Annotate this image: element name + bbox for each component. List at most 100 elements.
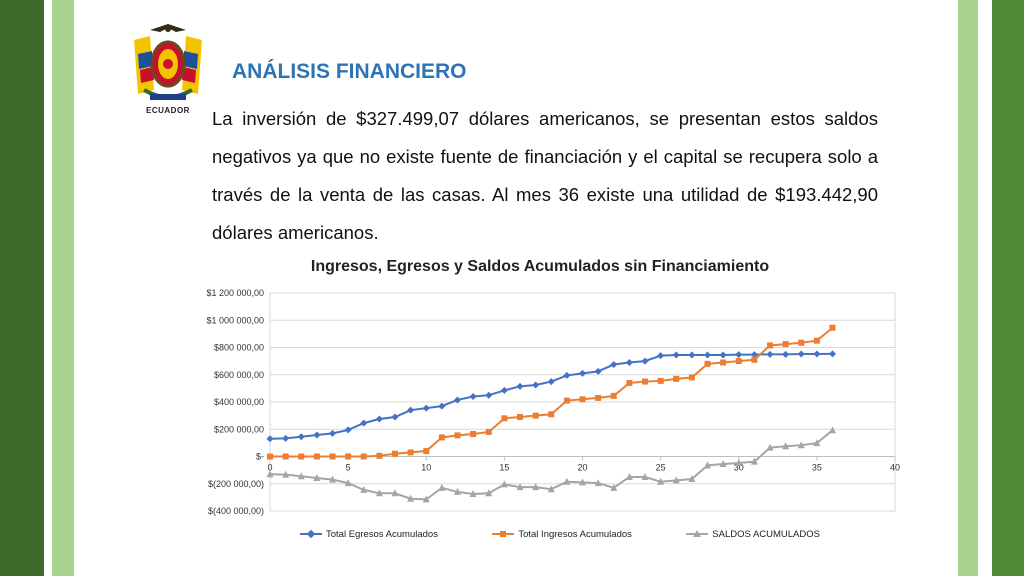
legend-label-saldos: SALDOS ACUMULADOS bbox=[712, 528, 820, 540]
data-point-egresos bbox=[829, 350, 836, 358]
legend-label-egresos: Total Egresos Acumulados bbox=[326, 528, 438, 540]
data-point-egresos bbox=[610, 361, 618, 369]
data-point-saldos bbox=[547, 485, 555, 493]
data-point-ingresos bbox=[454, 432, 461, 439]
data-point-egresos bbox=[329, 429, 336, 437]
data-point-saldos bbox=[407, 494, 415, 502]
x-tick-label: 25 bbox=[656, 463, 666, 473]
y-tick-label: $1 200 000,00 bbox=[206, 288, 264, 298]
data-point-saldos bbox=[641, 472, 649, 480]
coat-of-arms-logo: ECUADOR bbox=[120, 20, 216, 120]
data-point-ingresos bbox=[610, 392, 617, 399]
data-point-ingresos bbox=[376, 452, 383, 459]
data-point-saldos bbox=[610, 483, 618, 491]
right-dark-stripe bbox=[992, 0, 1024, 576]
x-tick-label: 0 bbox=[267, 463, 272, 473]
y-tick-label: $400 000,00 bbox=[214, 397, 264, 407]
data-point-egresos bbox=[641, 357, 649, 365]
data-point-egresos bbox=[516, 382, 524, 390]
line-chart: $1 200 000,00 $1 000 000,00 $800 000,00 $60… bbox=[206, 288, 900, 516]
right-light-stripe bbox=[958, 0, 978, 576]
data-point-ingresos bbox=[720, 359, 727, 366]
data-point-saldos bbox=[438, 483, 446, 491]
x-tick-label: 15 bbox=[499, 463, 509, 473]
data-point-egresos bbox=[547, 378, 555, 386]
data-point-saldos bbox=[532, 483, 540, 491]
data-point-saldos bbox=[829, 426, 836, 434]
data-point-ingresos bbox=[767, 342, 773, 349]
data-point-saldos bbox=[704, 461, 711, 469]
data-point-egresos bbox=[532, 381, 540, 389]
left-dark-stripe bbox=[0, 0, 44, 576]
legend-label-ingresos: Total Ingresos Acumulados bbox=[518, 528, 632, 540]
data-point-ingresos bbox=[595, 394, 602, 401]
data-point-egresos bbox=[282, 434, 290, 442]
data-point-egresos bbox=[500, 386, 508, 394]
data-point-ingresos bbox=[329, 453, 336, 460]
data-point-ingresos bbox=[657, 377, 664, 384]
data-point-egresos bbox=[594, 367, 602, 375]
series-line-egresos bbox=[269, 352, 833, 440]
data-point-ingresos bbox=[548, 411, 555, 418]
data-point-ingresos bbox=[579, 396, 586, 403]
data-point-saldos bbox=[782, 442, 790, 450]
data-point-egresos bbox=[813, 350, 821, 358]
left-light-stripe bbox=[52, 0, 74, 576]
x-tick-label: 10 bbox=[421, 463, 431, 473]
legend-item-egresos: Total Egresos Acumulados bbox=[300, 526, 438, 542]
data-point-saldos bbox=[735, 459, 743, 467]
data-point-egresos bbox=[391, 413, 399, 421]
data-point-egresos bbox=[266, 435, 274, 443]
data-point-saldos bbox=[329, 475, 336, 483]
data-point-ingresos bbox=[829, 324, 836, 331]
data-point-egresos bbox=[657, 352, 665, 360]
data-point-ingresos bbox=[313, 453, 320, 460]
data-point-ingresos bbox=[298, 453, 305, 460]
data-point-ingresos bbox=[345, 453, 352, 460]
data-point-ingresos bbox=[267, 453, 273, 460]
data-point-egresos bbox=[344, 426, 352, 434]
y-tick-label: $- bbox=[256, 452, 264, 462]
data-point-saldos bbox=[625, 472, 633, 480]
data-point-ingresos bbox=[563, 397, 570, 404]
data-point-ingresos bbox=[782, 341, 789, 348]
data-point-ingresos bbox=[751, 356, 758, 363]
data-point-saldos bbox=[454, 487, 461, 495]
data-point-egresos bbox=[672, 351, 680, 359]
data-point-ingresos bbox=[423, 448, 430, 455]
data-point-egresos bbox=[360, 419, 368, 427]
data-point-egresos bbox=[375, 415, 383, 423]
y-tick-label: $200 000,00 bbox=[214, 424, 264, 434]
data-point-egresos bbox=[704, 351, 711, 359]
data-point-egresos bbox=[407, 406, 415, 414]
data-point-saldos bbox=[563, 477, 571, 485]
data-point-saldos bbox=[766, 443, 774, 451]
x-tick-label: 5 bbox=[346, 463, 351, 473]
data-point-ingresos bbox=[626, 379, 633, 386]
data-point-saldos bbox=[797, 441, 805, 449]
data-point-ingresos bbox=[688, 374, 695, 381]
data-point-saldos bbox=[516, 483, 524, 491]
data-point-egresos bbox=[688, 351, 696, 359]
data-point-ingresos bbox=[392, 450, 398, 457]
data-point-egresos bbox=[422, 404, 430, 412]
coat-of-arms-icon bbox=[134, 24, 202, 100]
legend-swatch-saldos bbox=[686, 530, 709, 537]
chart-title: Ingresos, Egresos y Saldos Acumulados si… bbox=[310, 258, 770, 275]
y-tick-label: $800 000,00 bbox=[214, 343, 264, 353]
data-point-saldos bbox=[579, 478, 586, 486]
data-point-saldos bbox=[344, 479, 352, 487]
data-point-saldos bbox=[594, 479, 602, 487]
data-point-ingresos bbox=[517, 413, 523, 420]
data-point-ingresos bbox=[532, 412, 539, 419]
data-point-ingresos bbox=[798, 339, 805, 346]
data-point-ingresos bbox=[642, 378, 648, 385]
y-tick-label: $(200 000,00) bbox=[208, 479, 264, 489]
data-point-ingresos bbox=[735, 358, 742, 365]
y-tick-label: $1 000 000,00 bbox=[206, 315, 264, 325]
legend-item-ingresos: Total Ingresos Acumulados bbox=[492, 526, 632, 542]
legend-swatch-egresos bbox=[300, 529, 322, 539]
data-point-saldos bbox=[750, 457, 758, 465]
data-point-egresos bbox=[438, 402, 446, 410]
data-point-egresos bbox=[735, 351, 743, 359]
